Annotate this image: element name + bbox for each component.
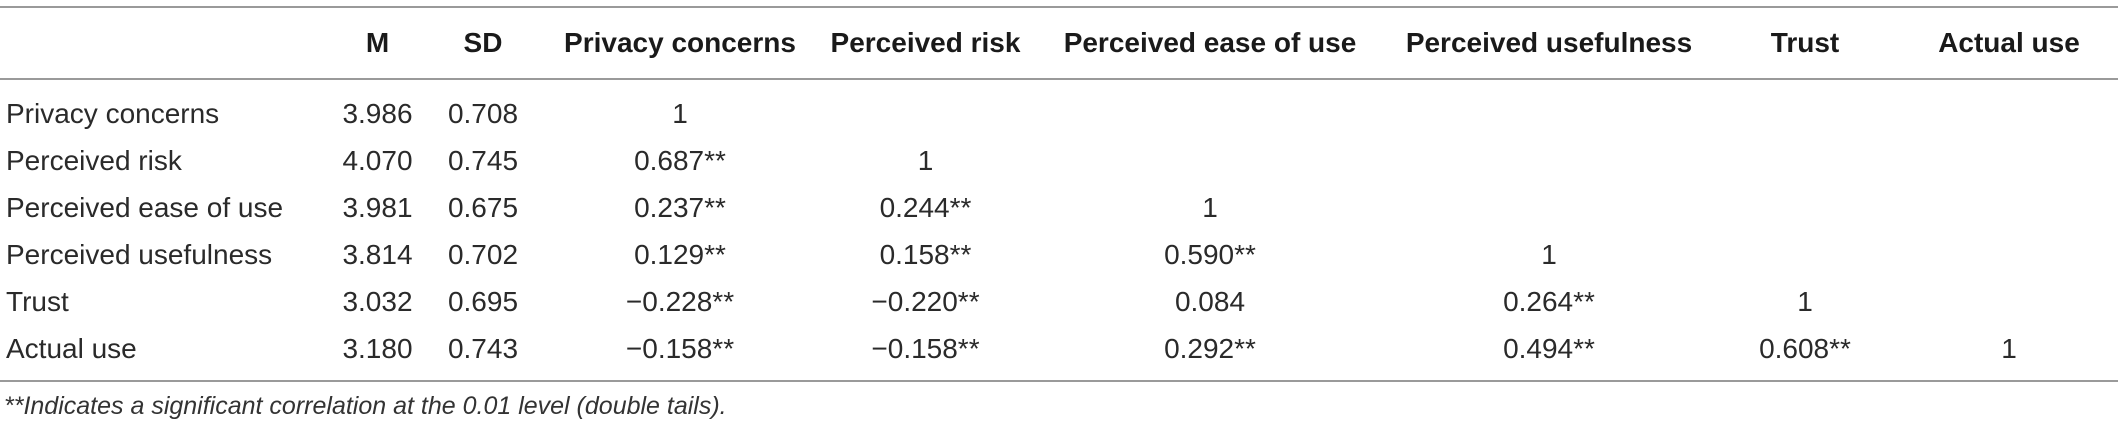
table-cell: 0.264** [1503, 285, 1595, 317]
row-label: Trust [6, 285, 69, 317]
correlation-table-container: M SD Privacy concerns Perceived risk Per… [0, 6, 2118, 421]
correlation-table: M SD Privacy concerns Perceived risk Per… [0, 6, 2118, 382]
table-cell: 3.986 [342, 97, 413, 129]
table-row: Privacy concerns 3.986 0.708 1 [0, 79, 2118, 137]
row-label: Actual use [0, 325, 330, 382]
table-cell: −0.158** [819, 325, 1032, 382]
table-cell [1710, 137, 1900, 184]
table-row: Actual use 3.180 0.743 −0.158** −0.158**… [0, 325, 2118, 382]
table-cell [1388, 184, 1710, 231]
table-cell: 3.814 [342, 238, 413, 270]
table-row: Perceived ease of use 3.981 0.675 0.237*… [0, 184, 2118, 231]
table-cell: 0.129** [634, 238, 726, 270]
table-cell: −0.228** [625, 285, 735, 317]
table-cell: −0.220** [871, 285, 980, 317]
table-cell: 0.590** [1164, 238, 1256, 270]
header-cell-trust: Trust [1710, 6, 1900, 80]
header-cell-privacy-concerns: Privacy concerns [541, 6, 819, 80]
header-cell-m: M [330, 6, 425, 80]
table-cell: 0.084 [1174, 285, 1246, 317]
table-cell: 1 [1900, 325, 2118, 382]
table-header: M SD Privacy concerns Perceived risk Per… [0, 6, 2118, 80]
table-cell [1388, 137, 1710, 184]
header-cell-perceived-usefulness: Perceived usefulness [1388, 6, 1710, 80]
table-row: Trust 3.032 0.695 −0.228** −0.220** 0.08… [0, 278, 2118, 325]
table-cell [1710, 231, 1900, 278]
table-cell: 3.981 [342, 191, 413, 223]
table-cell: 1 [1541, 238, 1557, 270]
table-cell: 1 [672, 97, 688, 129]
table-cell [1900, 184, 2118, 231]
row-label: Perceived ease of use [6, 191, 284, 223]
table-cell [1032, 79, 1388, 137]
table-cell: 0.745 [447, 144, 519, 176]
table-cell [1710, 184, 1900, 231]
table-cell: 3.032 [342, 285, 413, 317]
table-row: Perceived risk 4.070 0.745 0.687** 1 [0, 137, 2118, 184]
table-cell: 0.158** [879, 238, 972, 270]
table-cell: 1 [1202, 191, 1218, 223]
table-cell: 0.702 [447, 238, 519, 270]
table-cell [1710, 79, 1900, 137]
table-cell: 0.608** [1710, 325, 1900, 382]
table-cell: 1 [917, 144, 934, 176]
table-cell: 0.687** [634, 144, 726, 176]
table-cell: 3.180 [330, 325, 425, 382]
table-cell: 0.743 [425, 325, 541, 382]
table-cell: 4.070 [342, 144, 413, 176]
table-body: Privacy concerns 3.986 0.708 1 Perceived… [0, 79, 2118, 382]
table-cell: 0.237** [634, 191, 726, 223]
table-cell [1900, 79, 2118, 137]
table-row: Perceived usefulness 3.814 0.702 0.129**… [0, 231, 2118, 278]
table-cell [819, 79, 1032, 137]
table-cell: 1 [1797, 285, 1813, 317]
row-label: Privacy concerns [6, 97, 220, 129]
header-cell-actual-use: Actual use [1900, 6, 2118, 80]
table-cell [1032, 137, 1388, 184]
table-cell: 0.675 [447, 191, 519, 223]
table-cell [1900, 231, 2118, 278]
table-cell [1900, 278, 2118, 325]
header-cell-perceived-ease-of-use: Perceived ease of use [1032, 6, 1388, 80]
row-label: Perceived risk [6, 144, 182, 176]
row-label: Perceived usefulness [6, 238, 273, 270]
table-cell: 0.695 [447, 285, 519, 317]
header-cell-perceived-risk: Perceived risk [819, 6, 1032, 80]
table-cell [1900, 137, 2118, 184]
table-footnote: **Indicates a significant correlation at… [4, 392, 727, 420]
table-cell: 0.494** [1388, 325, 1710, 382]
header-cell-label [0, 6, 330, 80]
table-cell: 0.292** [1032, 325, 1388, 382]
header-cell-sd: SD [425, 6, 541, 80]
table-cell: 0.708 [447, 97, 519, 129]
table-cell [1388, 79, 1710, 137]
table-cell: −0.158** [541, 325, 819, 382]
table-cell: 0.244** [879, 191, 972, 223]
header-row: M SD Privacy concerns Perceived risk Per… [0, 6, 2118, 80]
